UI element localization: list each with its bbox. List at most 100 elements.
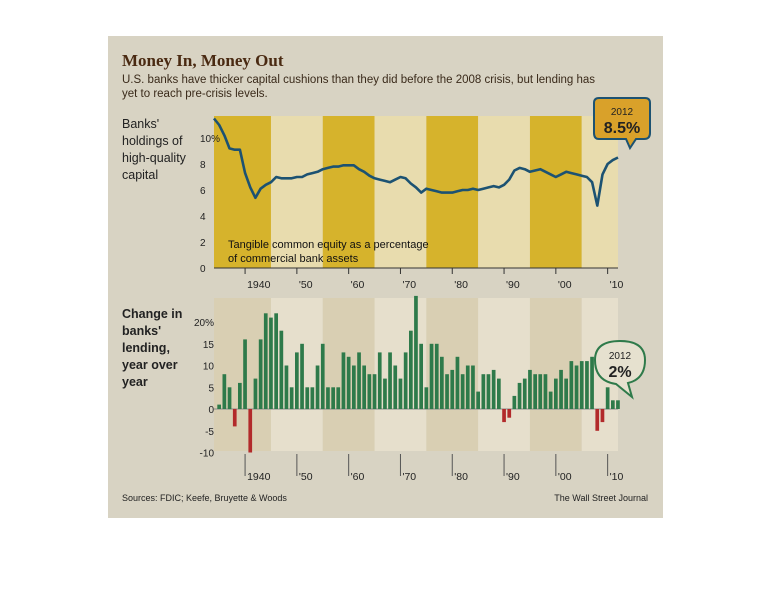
top-band: [478, 116, 530, 268]
lending-bar: [295, 352, 299, 409]
lending-bar: [336, 387, 341, 410]
lending-bar: [574, 365, 579, 409]
bottom-callout-value: 2%: [608, 364, 631, 381]
top-band: [214, 116, 271, 268]
bottom-side-label: Change in banks' lending, year over year: [122, 307, 182, 389]
bottom-side-label-line: year over: [122, 358, 178, 372]
bottom-y-tick-label: -10: [200, 449, 215, 460]
lending-bar: [393, 365, 398, 409]
lending-bar: [227, 387, 232, 410]
bottom-side-label-line: year: [122, 375, 148, 389]
top-callout-year: 2012: [611, 107, 634, 118]
chart-figure: Money In, Money Out U.S. banks have thic…: [108, 36, 663, 518]
lending-bar: [471, 365, 475, 409]
publisher-credit: The Wall Street Journal: [554, 493, 648, 503]
lending-bar: [585, 361, 589, 409]
lending-bar: [331, 387, 335, 410]
top-x-tick-label: '60: [351, 279, 365, 291]
lending-bar: [232, 409, 237, 427]
lending-bar: [543, 374, 548, 409]
lending-bar: [310, 387, 315, 410]
lending-bar: [590, 356, 594, 409]
lending-bar: [238, 382, 242, 409]
lending-bar: [460, 374, 465, 409]
chart-subtitle-line2: yet to reach pre-crisis levels.: [122, 88, 268, 100]
lending-bar: [507, 409, 512, 418]
lending-bar: [253, 378, 258, 409]
lending-bar: [419, 343, 423, 410]
lending-bar: [284, 365, 289, 409]
lending-bar: [414, 295, 418, 409]
bottom-x-tick-label: '60: [351, 471, 365, 483]
bottom-x-tick-label: '00: [558, 471, 572, 483]
lending-bar: [362, 365, 366, 409]
top-y-tick-label: 2: [200, 238, 206, 249]
top-chart-note-line1: Tangible common equity as a percentage: [228, 239, 429, 251]
lending-bar: [372, 374, 377, 409]
equity-series-line: [212, 117, 619, 207]
lending-bar: [548, 391, 553, 409]
bottom-x-tick-label: '70: [402, 471, 416, 483]
bottom-band: [529, 298, 582, 451]
lending-bar: [616, 400, 620, 409]
lending-bar: [497, 378, 501, 409]
lending-bar: [377, 352, 382, 409]
lending-bar: [341, 352, 346, 409]
bottom-side-label-line: Change in: [122, 307, 182, 321]
lending-bar: [445, 374, 449, 409]
lending-bar: [481, 374, 486, 409]
bottom-y-tick-label: 20%: [194, 318, 214, 329]
chart-title: Money In, Money Out: [122, 51, 284, 70]
chart-subtitle-line1: U.S. banks have thicker capital cushions…: [122, 74, 595, 86]
source-note: Sources: FDIC; Keefe, Bruyette & Woods: [122, 493, 287, 503]
lending-bar: [326, 387, 330, 410]
lending-bar: [522, 378, 527, 409]
top-x-tick-label: '10: [610, 279, 624, 291]
bottom-y-tick-label: -5: [205, 427, 214, 438]
lending-bar: [595, 409, 600, 431]
top-y-axis: 10% 8 6 4 2 0: [200, 134, 220, 275]
top-x-tick-label: '50: [299, 279, 313, 291]
lending-bar: [383, 378, 387, 409]
chart-canvas: Money In, Money Out U.S. banks have thic…: [122, 51, 651, 503]
top-y-tick-label: 6: [200, 186, 206, 197]
lending-bar: [222, 374, 227, 409]
top-x-tick-label: 1940: [247, 279, 271, 291]
bottom-y-tick-label: 5: [208, 383, 214, 394]
top-x-tick-label: '90: [506, 279, 520, 291]
top-y-tick-label: 0: [200, 264, 206, 275]
bottom-callout-year: 2012: [609, 351, 632, 362]
lending-bar: [274, 313, 278, 409]
top-band: [374, 116, 427, 268]
lending-bar: [346, 356, 351, 409]
lending-bar: [465, 365, 470, 409]
bottom-side-label-line: banks': [122, 324, 161, 338]
lending-bar: [367, 374, 372, 409]
top-x-tick-label: '00: [558, 279, 572, 291]
top-x-tick-label: '80: [454, 279, 468, 291]
lending-bar: [564, 378, 568, 409]
top-side-label-line: capital: [122, 168, 158, 182]
lending-bar: [409, 330, 413, 409]
lending-bar: [528, 369, 532, 409]
lending-bar: [263, 313, 268, 409]
lending-bar: [476, 391, 480, 409]
lending-bar: [305, 387, 310, 410]
top-callout-value: 8.5%: [604, 120, 640, 137]
bottom-y-tick-label: 15: [203, 340, 215, 351]
lending-bar: [279, 330, 284, 409]
bottom-x-tick-label: '50: [299, 471, 313, 483]
lending-bar: [491, 369, 496, 409]
lending-bar: [440, 356, 444, 409]
lending-bar: [248, 409, 253, 453]
bottom-side-label-line: lending,: [122, 341, 170, 355]
lending-bar: [600, 409, 605, 423]
lending-bar: [352, 365, 356, 409]
bottom-x-tick-label: '80: [454, 471, 468, 483]
lending-bar: [538, 374, 543, 409]
lending-bar: [605, 387, 610, 410]
lending-bar: [559, 369, 563, 409]
lending-bar: [554, 378, 558, 409]
top-x-tick-label: '70: [402, 279, 416, 291]
top-callout-bubble: [593, 97, 651, 151]
